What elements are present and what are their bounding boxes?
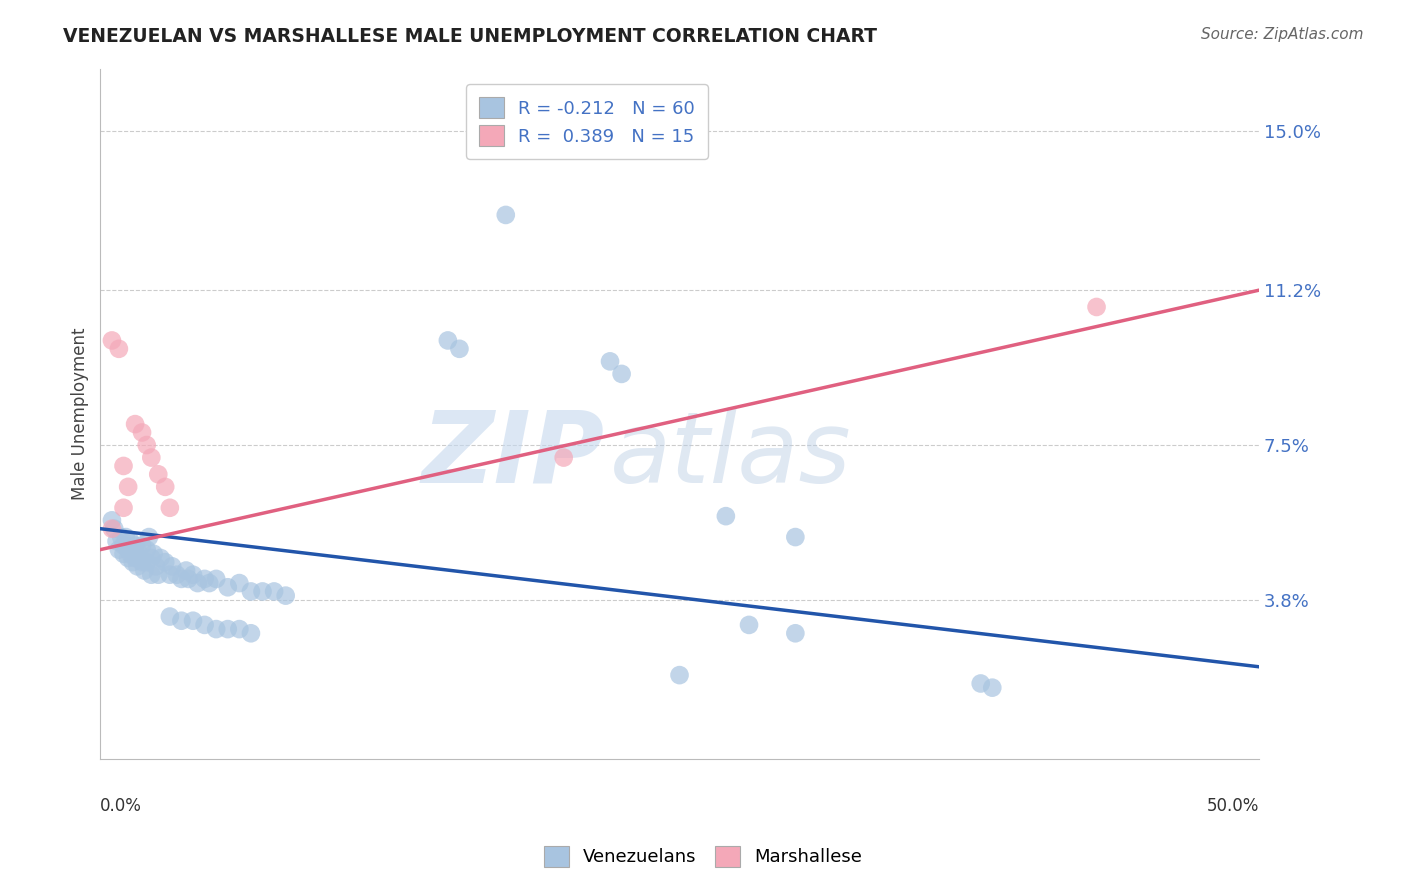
Point xyxy=(159,609,181,624)
Text: atlas: atlas xyxy=(610,407,852,504)
Point xyxy=(437,334,460,348)
Point xyxy=(142,547,165,561)
Point xyxy=(981,681,1004,695)
Point xyxy=(128,551,150,566)
Text: 0.0%: 0.0% xyxy=(100,797,142,814)
Point xyxy=(198,576,221,591)
Point xyxy=(131,538,153,552)
Point xyxy=(148,467,170,482)
Point xyxy=(166,567,188,582)
Point xyxy=(120,547,142,561)
Point xyxy=(114,530,136,544)
Point xyxy=(105,534,128,549)
Point xyxy=(127,559,149,574)
Point xyxy=(124,417,146,431)
Point xyxy=(239,626,262,640)
Point xyxy=(101,522,124,536)
Point xyxy=(149,551,172,566)
Point xyxy=(117,551,139,566)
Point xyxy=(110,530,132,544)
Legend: Venezuelans, Marshallese: Venezuelans, Marshallese xyxy=(536,838,870,874)
Point xyxy=(495,208,517,222)
Text: VENEZUELAN VS MARSHALLESE MALE UNEMPLOYMENT CORRELATION CHART: VENEZUELAN VS MARSHALLESE MALE UNEMPLOYM… xyxy=(63,27,877,45)
Point xyxy=(785,530,807,544)
Point xyxy=(553,450,575,465)
Point xyxy=(187,576,209,591)
Point xyxy=(101,334,124,348)
Point xyxy=(194,572,217,586)
Point xyxy=(194,618,217,632)
Point xyxy=(117,542,139,557)
Point xyxy=(160,559,183,574)
Point xyxy=(108,542,131,557)
Point xyxy=(170,614,193,628)
Point xyxy=(120,534,142,549)
Point xyxy=(135,555,157,569)
Point xyxy=(610,367,633,381)
Point xyxy=(121,555,143,569)
Point xyxy=(449,342,471,356)
Point xyxy=(714,509,737,524)
Point xyxy=(263,584,285,599)
Point xyxy=(170,572,193,586)
Point xyxy=(138,530,160,544)
Text: 50.0%: 50.0% xyxy=(1206,797,1258,814)
Y-axis label: Male Unemployment: Male Unemployment xyxy=(72,327,89,500)
Point xyxy=(124,551,146,566)
Point xyxy=(101,513,124,527)
Point xyxy=(970,676,993,690)
Point xyxy=(174,564,197,578)
Point xyxy=(159,500,181,515)
Point xyxy=(135,542,157,557)
Point xyxy=(668,668,690,682)
Point xyxy=(181,567,204,582)
Point xyxy=(217,622,239,636)
Point xyxy=(181,614,204,628)
Point xyxy=(159,567,181,582)
Point xyxy=(599,354,621,368)
Point xyxy=(141,450,163,465)
Legend: R = -0.212   N = 60, R =  0.389   N = 15: R = -0.212 N = 60, R = 0.389 N = 15 xyxy=(465,85,707,159)
Point xyxy=(217,580,239,594)
Point xyxy=(108,342,131,356)
Point xyxy=(177,572,200,586)
Point xyxy=(252,584,274,599)
Point xyxy=(134,564,156,578)
Point xyxy=(112,458,135,473)
Point xyxy=(148,567,170,582)
Point xyxy=(131,555,153,569)
Point xyxy=(135,438,157,452)
Point xyxy=(141,567,163,582)
Point xyxy=(228,622,250,636)
Point xyxy=(274,589,297,603)
Point xyxy=(205,572,228,586)
Point xyxy=(131,425,153,440)
Point xyxy=(205,622,228,636)
Point xyxy=(127,542,149,557)
Point xyxy=(141,551,163,566)
Point xyxy=(155,480,177,494)
Point xyxy=(785,626,807,640)
Point xyxy=(155,555,177,569)
Point xyxy=(738,618,761,632)
Point xyxy=(1085,300,1108,314)
Point xyxy=(239,584,262,599)
Point xyxy=(103,522,125,536)
Point xyxy=(145,559,167,574)
Point xyxy=(124,538,146,552)
Point xyxy=(228,576,250,591)
Point xyxy=(112,547,135,561)
Point xyxy=(117,480,139,494)
Point xyxy=(112,500,135,515)
Text: Source: ZipAtlas.com: Source: ZipAtlas.com xyxy=(1201,27,1364,42)
Point xyxy=(112,538,135,552)
Text: ZIP: ZIP xyxy=(422,407,605,504)
